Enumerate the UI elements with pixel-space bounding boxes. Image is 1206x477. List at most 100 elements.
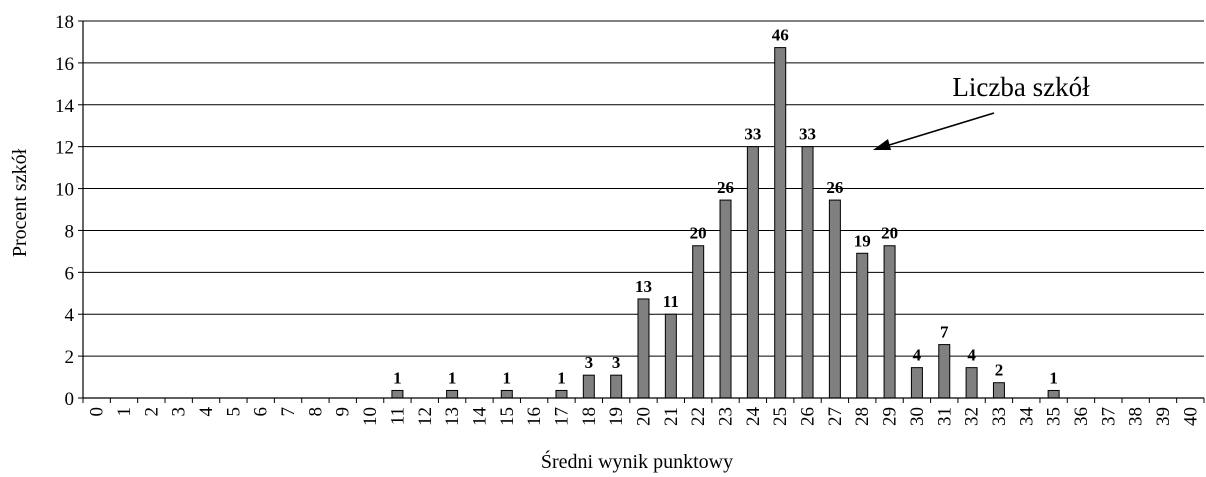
bar-20 — [637, 298, 650, 399]
data-label-17: 1 — [557, 368, 566, 387]
x-tick-label: 33 — [989, 407, 1010, 426]
bar-18 — [582, 374, 595, 399]
bar-23 — [719, 199, 732, 399]
x-tick-label: 25 — [770, 407, 791, 426]
x-tick-label: 29 — [880, 407, 901, 426]
bar-21 — [664, 313, 677, 399]
bar-35 — [1047, 389, 1060, 399]
bar-28 — [856, 252, 869, 399]
data-label-20: 13 — [635, 277, 652, 296]
data-label-15: 1 — [503, 368, 512, 387]
annotation-arrow-line — [885, 112, 995, 147]
y-tick-label: 4 — [65, 305, 75, 326]
data-label-32: 4 — [967, 346, 976, 365]
data-label-21: 11 — [663, 292, 679, 311]
y-axis-title: Procent szkół — [9, 148, 31, 257]
x-tick-label: 15 — [497, 407, 518, 426]
bar-11 — [391, 389, 404, 399]
x-tick-label: 20 — [634, 407, 655, 426]
bar-26 — [801, 146, 814, 399]
x-tick-label: 2 — [141, 407, 162, 417]
bar-24 — [746, 146, 759, 399]
x-tick-label: 21 — [661, 407, 682, 426]
axes — [82, 21, 1205, 403]
data-label-29: 20 — [881, 224, 898, 243]
data-label-13: 1 — [448, 368, 457, 387]
data-label-19: 3 — [612, 353, 621, 372]
x-tick-label: 30 — [907, 407, 928, 426]
x-tick-label: 40 — [1180, 407, 1201, 426]
data-label-30: 4 — [913, 346, 922, 365]
bar-30 — [910, 367, 923, 399]
x-tick-label: 10 — [360, 407, 381, 426]
x-tick-label: 27 — [825, 407, 846, 426]
x-tick-label: 23 — [716, 407, 737, 426]
x-tick-label: 36 — [1071, 407, 1092, 426]
y-tick-label: 18 — [55, 12, 74, 33]
x-tick-label: 8 — [305, 407, 326, 417]
x-tick-label: 4 — [196, 407, 217, 417]
y-tick-label: 8 — [65, 221, 75, 242]
x-tick-label: 14 — [469, 407, 490, 427]
bar-31 — [938, 344, 951, 399]
bar-33 — [992, 382, 1005, 399]
y-tick-labels: 0 2 4 6 8 10 12 14 16 18 — [55, 12, 75, 410]
gridlines — [78, 20, 1204, 399]
x-axis-title: Średni wynik punktowy — [541, 449, 733, 473]
y-tick-label: 2 — [65, 347, 75, 368]
x-tick-label: 22 — [688, 407, 709, 426]
bar-32 — [965, 367, 978, 399]
y-tick-label: 16 — [55, 54, 74, 75]
data-label-24: 33 — [744, 125, 761, 144]
y-tick-label: 10 — [55, 180, 74, 201]
x-tick-label: 19 — [606, 407, 627, 426]
x-tick-label: 34 — [1016, 407, 1037, 427]
bar-25 — [774, 47, 787, 399]
bar-15 — [500, 389, 513, 399]
bar-17 — [555, 389, 568, 399]
y-tick-label: 0 — [65, 389, 75, 410]
x-tick-label: 5 — [223, 407, 244, 417]
x-tick-label: 38 — [1126, 407, 1147, 426]
data-label-27: 26 — [826, 178, 843, 197]
data-label-33: 2 — [995, 361, 1004, 380]
bar-19 — [610, 374, 623, 399]
x-tick-label: 6 — [251, 407, 272, 417]
y-tick-label: 6 — [65, 263, 75, 284]
x-tick-label: 35 — [1044, 407, 1065, 426]
data-label-25: 46 — [772, 26, 789, 45]
x-tick-label: 0 — [87, 407, 108, 417]
x-tick-label: 28 — [852, 407, 873, 426]
x-tick-label: 11 — [387, 407, 408, 425]
x-tick-label: 7 — [278, 407, 299, 417]
data-label-35: 1 — [1049, 368, 1058, 387]
x-tick-label: 13 — [442, 407, 463, 426]
data-label-18: 3 — [585, 353, 594, 372]
x-tick-label: 12 — [415, 407, 436, 426]
y-tick-label: 14 — [55, 96, 75, 117]
data-label-11: 1 — [393, 368, 402, 387]
x-tick-label: 1 — [114, 407, 135, 417]
x-tick-label: 24 — [743, 407, 764, 427]
x-tick-label: 17 — [551, 407, 572, 426]
data-label-31: 7 — [940, 323, 949, 342]
bar-22 — [692, 245, 705, 399]
x-tick-label: 26 — [798, 407, 819, 426]
x-tick-label: 31 — [934, 407, 955, 426]
y-tick-label: 12 — [55, 138, 74, 159]
x-tick-labels: 0 1 2 3 4 5 6 7 8 9 10 11 12 13 14 15 16 17 18 19 20 21 22 23 24… — [87, 407, 1202, 427]
bar-29 — [883, 245, 896, 399]
data-label-26: 33 — [799, 125, 816, 144]
x-tick-label: 32 — [962, 407, 983, 426]
annotation-arrow — [873, 112, 995, 150]
x-tick-label: 37 — [1098, 407, 1119, 426]
x-tick-label: 18 — [579, 407, 600, 426]
x-tick-label: 16 — [524, 407, 545, 426]
x-tick-label: 3 — [169, 407, 190, 417]
annotation-label: Liczba szkół — [952, 72, 1090, 102]
x-tick-label: 9 — [333, 407, 354, 417]
annotation-arrow-head — [873, 139, 891, 150]
x-tick-label: 39 — [1153, 407, 1174, 426]
